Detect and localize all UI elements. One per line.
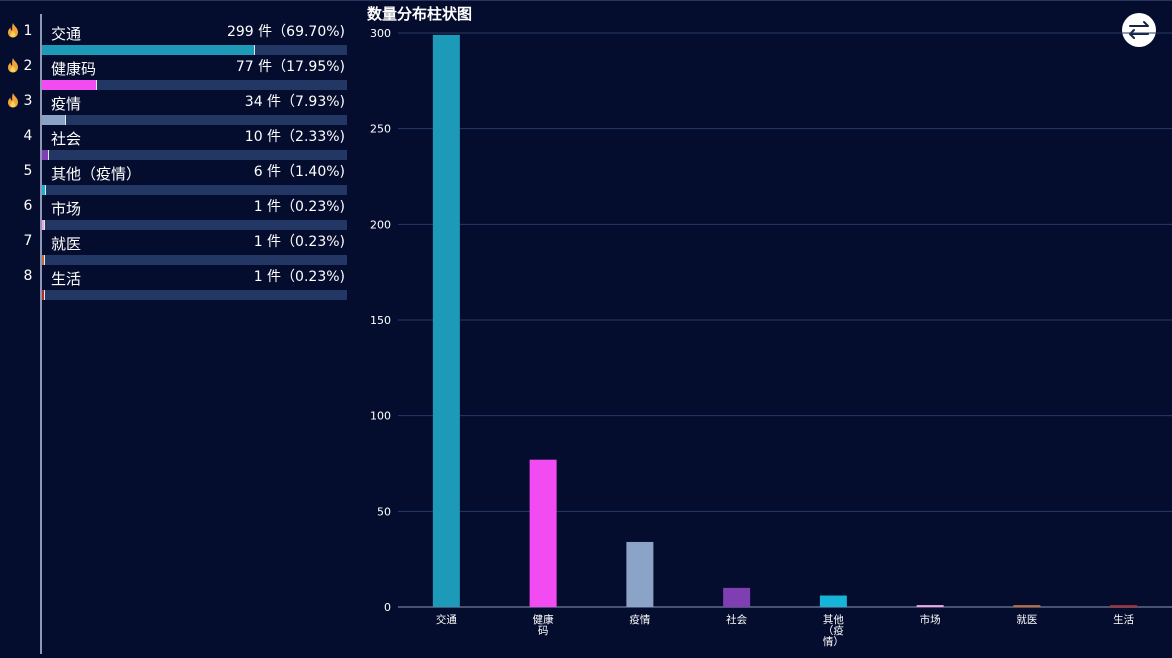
x-tick-label: 市场 xyxy=(920,613,941,626)
x-tick-label: 其他 xyxy=(823,613,844,626)
rank-item: 8 生活 1 件（0.23%) xyxy=(0,265,350,300)
y-tick-label: 50 xyxy=(377,505,391,518)
rank-number: 7 xyxy=(23,233,33,249)
rank-name: 健康码 xyxy=(51,60,97,78)
progress-fill xyxy=(42,80,97,90)
progress-track xyxy=(42,115,347,125)
rank-name: 交通 xyxy=(51,25,82,43)
x-tick-label: （疫 xyxy=(823,624,844,637)
progress-fill xyxy=(42,45,255,55)
progress-track xyxy=(42,185,347,195)
rank-stat: 299 件（69.70%) xyxy=(226,24,345,40)
rank-name: 市场 xyxy=(51,200,82,218)
progress-fill xyxy=(42,150,50,160)
rank-item: 2 健康码 77 件（17.95%) xyxy=(0,55,350,90)
y-tick-label: 200 xyxy=(370,218,391,231)
progress-track xyxy=(42,220,347,230)
bar xyxy=(432,34,460,608)
rank-number: 6 xyxy=(23,198,33,214)
rank-item: 3 疫情 34 件（7.93%) xyxy=(0,90,350,125)
rank-stat: 77 件（17.95%) xyxy=(235,59,345,75)
x-tick-label: 健康 xyxy=(533,613,554,626)
chart-title: 数量分布柱状图 xyxy=(367,5,473,23)
x-tick-label: 就医 xyxy=(1016,613,1037,626)
rank-stat: 1 件（0.23%) xyxy=(253,234,345,250)
rank-item: 1 交通 299 件（69.70%) xyxy=(0,20,350,55)
x-tick-label: 码 xyxy=(538,625,549,637)
rank-number: 8 xyxy=(23,268,33,284)
progress-fill xyxy=(42,290,45,300)
top-border xyxy=(0,0,1172,1)
rank-item: 7 就医 1 件（0.23%) xyxy=(0,230,350,265)
rank-stat: 1 件（0.23%) xyxy=(253,269,345,285)
y-tick-label: 250 xyxy=(370,123,391,136)
switch-chart-button[interactable] xyxy=(1122,13,1156,47)
x-tick-label: 疫情 xyxy=(629,613,650,626)
y-tick-label: 150 xyxy=(370,314,391,327)
progress-fill xyxy=(42,115,67,125)
y-tick-label: 0 xyxy=(384,601,391,614)
progress-track xyxy=(42,290,347,300)
progress-track xyxy=(42,80,347,90)
y-tick-label: 300 xyxy=(370,27,391,40)
bar xyxy=(1013,605,1041,607)
rank-number: 5 xyxy=(23,163,33,179)
rank-stat: 34 件（7.93%) xyxy=(244,94,345,110)
rank-item: 4 社会 10 件（2.33%) xyxy=(0,125,350,160)
bar xyxy=(1110,605,1138,607)
rank-stat: 6 件（1.40%) xyxy=(253,164,345,180)
rank-name: 就医 xyxy=(51,235,82,253)
rank-name: 其他（疫情） xyxy=(51,165,142,183)
fire-icon xyxy=(8,23,18,38)
progress-fill xyxy=(42,185,47,195)
rank-item: 5 其他（疫情） 6 件（1.40%) xyxy=(0,160,350,195)
x-tick-label: 社会 xyxy=(726,613,747,626)
rank-number: 2 xyxy=(23,58,33,74)
bar xyxy=(723,587,751,607)
bar xyxy=(819,595,847,607)
x-tick-label: 情） xyxy=(823,635,844,648)
progress-fill xyxy=(42,255,45,265)
rank-number: 1 xyxy=(23,23,33,39)
x-tick-label: 生活 xyxy=(1113,613,1135,626)
rank-number: 4 xyxy=(23,128,33,144)
progress-track xyxy=(42,45,347,55)
progress-track xyxy=(42,150,347,160)
fire-icon xyxy=(8,58,18,73)
rank-name: 疫情 xyxy=(51,95,82,113)
bar xyxy=(626,541,654,607)
rank-stat: 1 件（0.23%) xyxy=(253,199,345,215)
rank-item: 6 市场 1 件（0.23%) xyxy=(0,195,350,230)
bar xyxy=(529,459,557,607)
y-tick-label: 100 xyxy=(370,410,391,423)
progress-track xyxy=(42,255,347,265)
x-tick-label: 交通 xyxy=(436,613,457,626)
bar xyxy=(916,605,944,607)
rank-number: 3 xyxy=(23,93,33,109)
rank-name: 社会 xyxy=(51,130,82,148)
fire-icon xyxy=(8,93,18,108)
divider-line xyxy=(40,14,42,654)
rank-stat: 10 件（2.33%) xyxy=(244,129,345,145)
progress-fill xyxy=(42,220,45,230)
rank-name: 生活 xyxy=(51,270,82,288)
